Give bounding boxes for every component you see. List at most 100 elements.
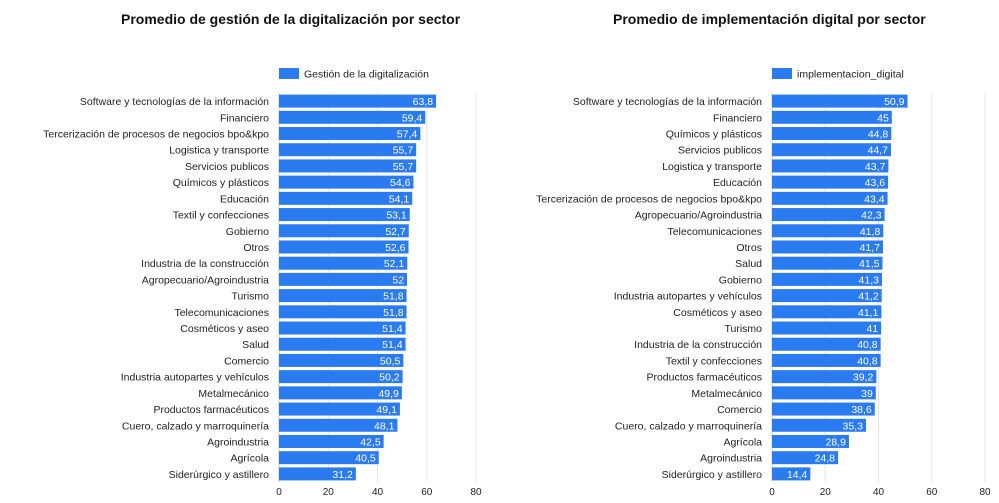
category-label: Salud bbox=[242, 339, 269, 351]
category-label: Cuero, calzado y marroquinería bbox=[615, 420, 762, 432]
x-tick-label: 40 bbox=[873, 487, 885, 498]
bar bbox=[772, 191, 888, 205]
category-label: Productos farmacéuticos bbox=[646, 372, 762, 384]
category-label: Metalmecánico bbox=[198, 388, 269, 400]
bar bbox=[772, 256, 883, 270]
data-label: 48,1 bbox=[374, 420, 395, 432]
category-label: Siderúrgico y astillero bbox=[662, 469, 763, 481]
category-label: Software y tecnologías de la información bbox=[573, 96, 762, 108]
bar bbox=[772, 386, 876, 400]
category-label: Productos farmacéuticos bbox=[153, 404, 269, 416]
category-label: Telecomunicaciones bbox=[174, 307, 269, 319]
bar bbox=[772, 272, 882, 286]
category-label: Otros bbox=[243, 242, 269, 254]
category-label: Agropecuario/Agroindustria bbox=[142, 274, 269, 286]
data-label: 55,7 bbox=[393, 145, 414, 157]
chart-panel-left: Promedio de gestión de la digitalización… bbox=[43, 11, 482, 498]
legend-swatch bbox=[772, 68, 792, 79]
bar bbox=[279, 240, 409, 254]
data-label: 43,7 bbox=[865, 161, 886, 173]
data-label: 51,4 bbox=[382, 323, 403, 335]
category-label: Cuero, calzado y marroquinería bbox=[122, 420, 269, 432]
data-label: 54,6 bbox=[390, 177, 411, 189]
bar bbox=[772, 143, 892, 157]
category-label: Siderúrgico y astillero bbox=[169, 469, 270, 481]
data-label: 50,9 bbox=[884, 96, 905, 108]
bar bbox=[279, 110, 426, 124]
category-label: Educación bbox=[220, 193, 269, 205]
bar bbox=[279, 418, 398, 432]
data-label: 41,8 bbox=[860, 226, 881, 238]
category-label: Metalmecánico bbox=[691, 388, 762, 400]
bar bbox=[772, 159, 889, 173]
bar bbox=[772, 370, 877, 384]
chart-panel-right: Promedio de implementación digital por s… bbox=[500, 0, 999, 503]
bar bbox=[279, 434, 384, 448]
data-label: 57,4 bbox=[397, 129, 418, 141]
category-label: Financiero bbox=[713, 112, 762, 124]
data-label: 24,8 bbox=[815, 453, 836, 465]
bar bbox=[772, 240, 884, 254]
bar bbox=[279, 370, 403, 384]
category-label: Industria autopartes y vehículos bbox=[121, 372, 269, 384]
data-label: 44,8 bbox=[868, 129, 889, 141]
category-label: Turismo bbox=[231, 291, 269, 303]
x-tick-label: 20 bbox=[820, 487, 832, 498]
bar bbox=[772, 175, 889, 189]
data-label: 41,1 bbox=[858, 307, 879, 319]
category-label: Agroindustria bbox=[700, 453, 762, 465]
category-label: Servicios publicos bbox=[185, 161, 269, 173]
data-label: 41,7 bbox=[860, 242, 881, 254]
category-label: Logistica y transporte bbox=[662, 161, 762, 173]
bar bbox=[772, 451, 839, 465]
data-label: 45 bbox=[877, 112, 889, 124]
category-label: Salud bbox=[735, 258, 762, 270]
data-label: 31,2 bbox=[332, 469, 353, 481]
category-label: Educación bbox=[713, 177, 762, 189]
category-label: Turismo bbox=[724, 323, 762, 335]
bar bbox=[279, 224, 409, 238]
bar bbox=[772, 208, 885, 222]
category-label: Textil y confecciones bbox=[666, 355, 762, 367]
data-label: 50,2 bbox=[379, 372, 400, 384]
data-label: 51,8 bbox=[383, 291, 404, 303]
bar bbox=[772, 289, 882, 303]
bar bbox=[279, 175, 414, 189]
data-label: 55,7 bbox=[393, 161, 414, 173]
data-label: 63,8 bbox=[413, 96, 434, 108]
chart-title-right: Promedio de implementación digital por s… bbox=[613, 11, 926, 27]
bar bbox=[279, 208, 410, 222]
data-label: 43,4 bbox=[864, 193, 885, 205]
data-label: 44,7 bbox=[868, 145, 889, 157]
bar bbox=[279, 94, 437, 108]
data-label: 52 bbox=[392, 274, 404, 286]
data-label: 41,5 bbox=[859, 258, 880, 270]
x-tick-label: 60 bbox=[926, 487, 938, 498]
x-tick-label: 60 bbox=[421, 487, 433, 498]
bar bbox=[772, 110, 892, 124]
category-label: Químicos y plásticos bbox=[666, 129, 762, 141]
bar-chart-right: implementacion_digital 0 20 40 60 80 Software … bbox=[536, 68, 991, 498]
category-label: Químicos y plásticos bbox=[173, 177, 269, 189]
bar bbox=[279, 305, 407, 319]
data-label: 14,4 bbox=[787, 469, 808, 481]
category-label: Agrícola bbox=[230, 453, 269, 465]
category-label: Tercerización de procesos de negocios bp… bbox=[536, 193, 762, 205]
bar bbox=[772, 224, 884, 238]
bar bbox=[772, 305, 882, 319]
category-label: Financiero bbox=[220, 112, 269, 124]
x-tick-label: 0 bbox=[276, 487, 282, 498]
data-label: 49,1 bbox=[376, 404, 397, 416]
bar bbox=[279, 127, 421, 141]
data-label: 53,1 bbox=[386, 210, 407, 222]
data-label: 52,1 bbox=[384, 258, 405, 270]
data-label: 28,9 bbox=[826, 436, 847, 448]
bar bbox=[279, 289, 407, 303]
data-label: 59,4 bbox=[402, 112, 423, 124]
bar bbox=[772, 337, 881, 351]
bar bbox=[279, 191, 413, 205]
bar bbox=[772, 94, 908, 108]
data-label: 41,3 bbox=[859, 274, 880, 286]
bar bbox=[279, 337, 406, 351]
category-label: Agropecuario/Agroindustria bbox=[635, 210, 762, 222]
